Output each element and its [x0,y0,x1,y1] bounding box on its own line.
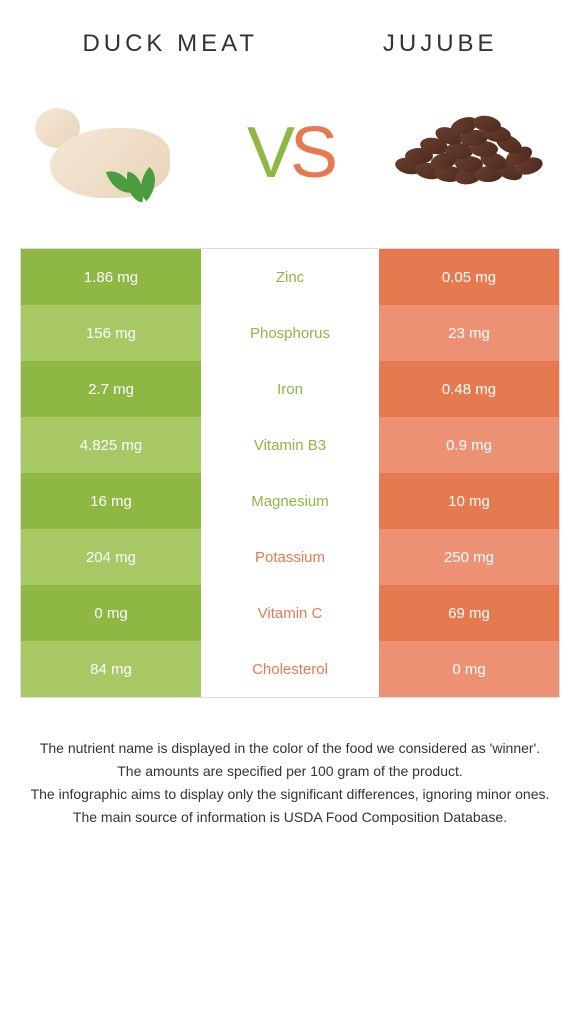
table-row: 204 mgPotassium250 mg [21,529,559,585]
table-row: 4.825 mgVitamin B30.9 mg [21,417,559,473]
right-value: 10 mg [379,473,559,529]
right-value: 69 mg [379,585,559,641]
footer-line: The amounts are specified per 100 gram o… [20,761,560,782]
right-value: 250 mg [379,529,559,585]
table-row: 16 mgMagnesium10 mg [21,473,559,529]
jujube-image [380,88,560,218]
left-value: 2.7 mg [21,361,201,417]
right-value: 23 mg [379,305,559,361]
table-row: 84 mgCholesterol0 mg [21,641,559,697]
nutrient-label: Vitamin C [201,585,379,641]
nutrient-label: Iron [201,361,379,417]
left-value: 1.86 mg [21,249,201,305]
nutrient-label: Vitamin B3 [201,417,379,473]
right-value: 0.05 mg [379,249,559,305]
left-food-title: DUCK MEAT [82,30,258,58]
footer-notes: The nutrient name is displayed in the co… [0,698,580,850]
footer-line: The infographic aims to display only the… [20,784,560,805]
right-food-title: JUJUBE [383,30,498,58]
nutrient-label: Magnesium [201,473,379,529]
left-value: 204 mg [21,529,201,585]
right-value: 0.48 mg [379,361,559,417]
right-value: 0 mg [379,641,559,697]
left-value: 16 mg [21,473,201,529]
table-row: 1.86 mgZinc0.05 mg [21,249,559,305]
vs-s: S [290,113,333,193]
nutrient-label: Cholesterol [201,641,379,697]
images-row: VS [0,68,580,248]
table-row: 0 mgVitamin C69 mg [21,585,559,641]
table-row: 2.7 mgIron0.48 mg [21,361,559,417]
nutrient-label: Phosphorus [201,305,379,361]
left-value: 84 mg [21,641,201,697]
left-value: 4.825 mg [21,417,201,473]
header: DUCK MEAT JUJUBE [0,0,580,68]
vs-v: V [247,113,290,193]
right-value: 0.9 mg [379,417,559,473]
left-value: 0 mg [21,585,201,641]
comparison-table: 1.86 mgZinc0.05 mg156 mgPhosphorus23 mg2… [20,248,560,698]
left-value: 156 mg [21,305,201,361]
nutrient-label: Potassium [201,529,379,585]
table-row: 156 mgPhosphorus23 mg [21,305,559,361]
footer-line: The nutrient name is displayed in the co… [20,738,560,759]
vs-label: VS [247,112,333,194]
nutrient-label: Zinc [201,249,379,305]
duck-image [20,88,200,218]
footer-line: The main source of information is USDA F… [20,807,560,828]
